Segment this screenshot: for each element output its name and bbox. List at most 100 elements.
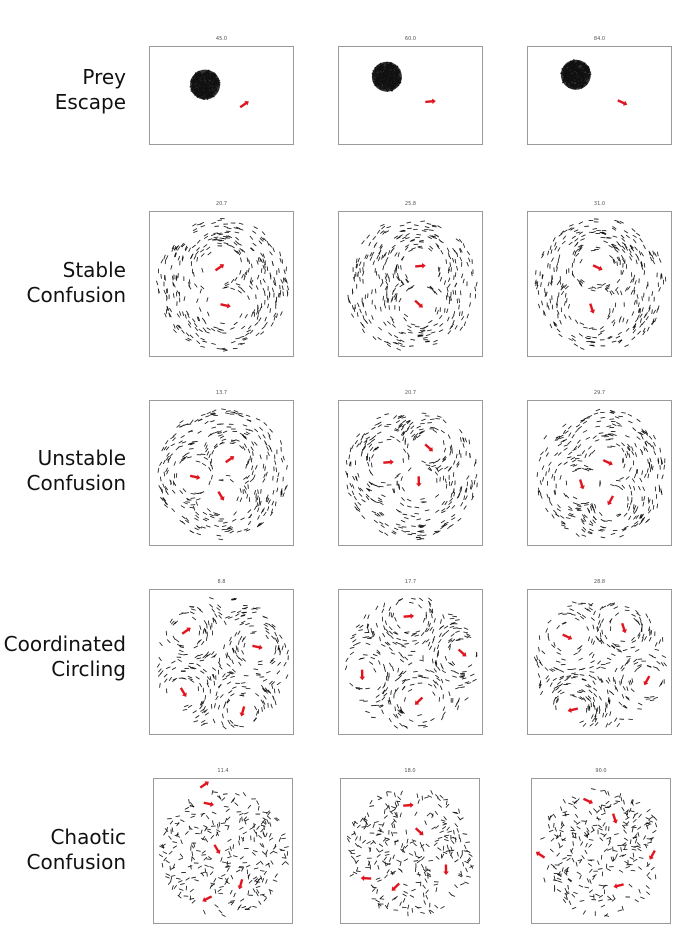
prey-agent (624, 845, 626, 851)
prey-agent (196, 640, 200, 645)
predator-agent (225, 455, 235, 464)
prey-agent (363, 439, 368, 443)
prey-agent (238, 866, 244, 869)
prey-agent (557, 296, 559, 301)
prey-agent (254, 490, 256, 495)
prey-agent (556, 625, 560, 630)
prey-agent (445, 800, 448, 806)
prey-agent (614, 795, 620, 798)
prey-agent (201, 641, 205, 646)
prey-agent (576, 871, 581, 875)
prey-agent (399, 861, 402, 867)
prey-agent (192, 710, 197, 714)
prey-agent (396, 439, 401, 443)
prey-agent (585, 437, 590, 440)
prey-agent (231, 599, 237, 601)
prey-agent (366, 234, 370, 239)
prey-agent (653, 696, 659, 700)
prey-agent (624, 609, 630, 612)
prey-agent (436, 797, 441, 802)
prey-agent (362, 444, 367, 450)
prey-agent (187, 456, 192, 459)
prey-agent (213, 653, 217, 658)
prey-agent (624, 606, 630, 609)
prey-agent (381, 689, 386, 695)
prey-agent (188, 665, 193, 669)
prey-agent (556, 698, 559, 704)
prey-agent (191, 608, 196, 611)
prey-agent (219, 435, 225, 439)
prey-agent (200, 829, 203, 835)
prey-agent (195, 460, 201, 463)
prey-agent (558, 333, 563, 338)
prey-agent (555, 435, 561, 439)
prey-agent (427, 683, 433, 687)
prey-agent (271, 660, 276, 665)
prey-agent (365, 710, 370, 714)
prey-agent (242, 831, 247, 835)
prey-agent (621, 842, 627, 846)
prey-agent (542, 477, 545, 482)
prey-agent (260, 509, 264, 514)
prey-agent (629, 253, 633, 258)
prey-agent (169, 453, 174, 458)
prey-agent (274, 873, 278, 878)
prey-agent (605, 662, 611, 664)
frame-time-label: 17.7 (404, 579, 417, 585)
prey-agent (432, 691, 436, 696)
prey-agent (365, 495, 370, 501)
prey-agent (540, 690, 544, 696)
prey-agent (628, 506, 631, 511)
prey-agent (238, 657, 243, 662)
prey-agent (594, 721, 599, 726)
prey-agent (394, 428, 400, 431)
simulation-canvas (157, 408, 288, 541)
prey-agent (593, 693, 598, 698)
prey-agent (578, 333, 583, 337)
prey-agent (447, 830, 453, 833)
prey-agent (611, 898, 616, 902)
prey-agent (271, 635, 275, 640)
prey-agent (430, 426, 435, 429)
prey-agent (464, 635, 469, 639)
prey-agent (377, 797, 383, 801)
prey-agent (464, 881, 469, 884)
prey-agent (181, 441, 187, 444)
prey-agent (283, 662, 287, 667)
prey-agent (275, 467, 278, 473)
prey-agent (561, 240, 566, 245)
prey-agent (265, 634, 269, 640)
prey-agent (165, 440, 169, 445)
prey-agent (276, 637, 279, 642)
prey-agent (179, 311, 182, 316)
prey-agent (378, 530, 384, 534)
prey-agent (447, 613, 453, 616)
prey-agent (410, 285, 415, 289)
prey-agent (465, 867, 468, 873)
prey-agent (581, 689, 586, 693)
prey-agent (564, 285, 569, 290)
prey-agent (559, 675, 565, 679)
prey-agent (624, 453, 628, 459)
prey-agent (425, 843, 430, 848)
prey-agent (385, 803, 389, 808)
predator-agent (425, 98, 436, 105)
prey-agent (614, 667, 618, 673)
prey-agent (440, 625, 445, 629)
prey-agent (382, 632, 386, 638)
prey-agent (263, 870, 267, 876)
prey-agent (192, 616, 197, 621)
prey-agent (536, 663, 540, 668)
prey-agent (267, 811, 271, 816)
prey-agent (156, 280, 159, 286)
prey-agent (597, 620, 601, 625)
prey-agent (199, 701, 203, 706)
prey-agent (241, 325, 246, 330)
prey-agent (418, 431, 424, 434)
prey-agent (356, 433, 361, 438)
simulation-canvas (535, 788, 658, 917)
prey-agent (604, 790, 608, 795)
prey-agent (645, 430, 649, 435)
prey-agent (181, 243, 186, 248)
prey-agent (399, 659, 405, 663)
